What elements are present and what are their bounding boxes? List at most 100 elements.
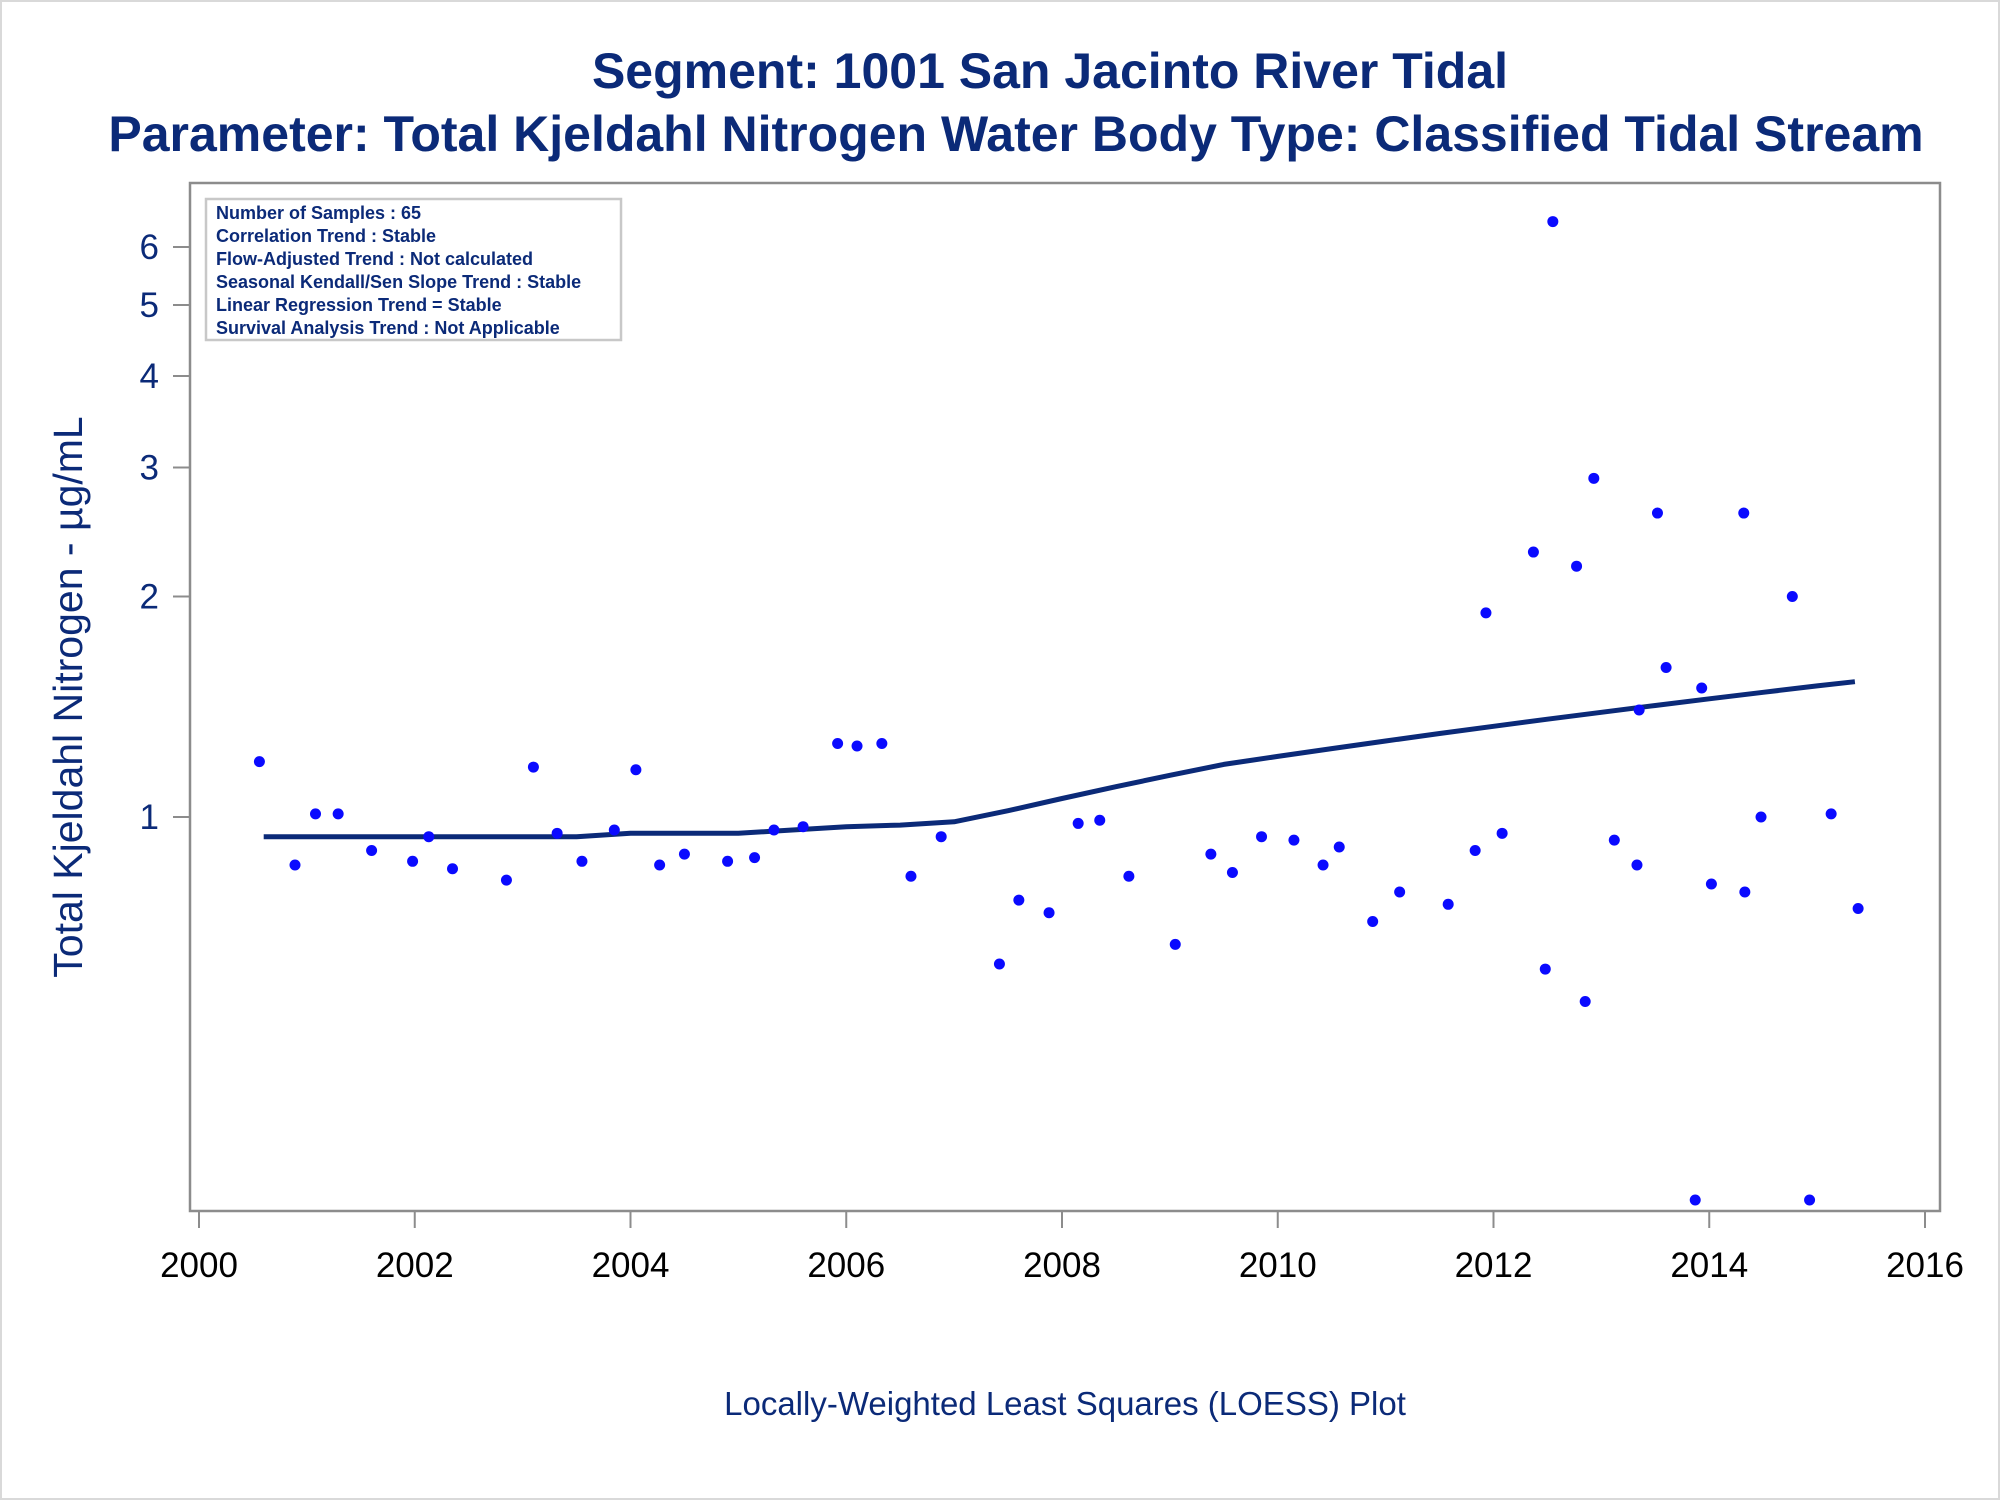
data-point [749, 852, 761, 864]
x-tick-label: 2014 [1670, 1246, 1748, 1285]
data-point [608, 824, 620, 836]
stats-box: Number of Samples : 65 Correlation Trend … [204, 197, 623, 342]
data-point [1496, 827, 1508, 839]
data-point [332, 808, 344, 820]
data-point [1469, 845, 1481, 857]
data-point [1169, 938, 1181, 950]
data-point [797, 821, 809, 833]
stats-line: Number of Samples : 65 [216, 203, 421, 223]
data-point [1367, 916, 1379, 928]
data-point [527, 761, 539, 773]
chart-subtitle: Parameter: Total Kjeldahl Nitrogen Water… [108, 106, 1923, 162]
data-point [1480, 607, 1492, 619]
y-tick-label: 2 [140, 578, 159, 617]
data-point [1738, 507, 1750, 519]
data-point [1804, 1194, 1816, 1206]
data-point [1755, 811, 1767, 823]
x-axis: 2000 2002 2004 2006 2008 2010 2012 2014 2016 [160, 1211, 1964, 1285]
data-point [423, 831, 435, 843]
y-axis-label: Total Kjeldahl Nitrogen - µg/mL [45, 416, 91, 977]
stats-line: Seasonal Kendall/Sen Slope Trend : Stabl… [216, 272, 581, 292]
data-point [1571, 560, 1583, 572]
data-point [1852, 903, 1864, 915]
data-point [289, 859, 301, 871]
data-point [1123, 870, 1135, 882]
y-tick-label: 3 [140, 449, 159, 488]
data-point [1205, 848, 1217, 860]
data-point [407, 855, 419, 867]
data-point [1333, 841, 1345, 853]
chart-title: Segment: 1001 San Jacinto River Tidal [592, 43, 1508, 99]
y-tick-label: 4 [140, 357, 159, 396]
data-point [851, 740, 863, 752]
data-point [576, 855, 588, 867]
data-point [1579, 995, 1591, 1007]
data-point [1072, 817, 1084, 829]
data-point [1226, 866, 1238, 878]
x-tick-label: 2002 [376, 1246, 454, 1285]
y-tick-label: 1 [140, 798, 159, 837]
data-point [1094, 814, 1106, 826]
x-tick-label: 2012 [1455, 1246, 1533, 1285]
data-point [310, 808, 322, 820]
y-tick-label: 6 [140, 228, 159, 267]
data-point [1689, 1194, 1701, 1206]
data-point [1608, 834, 1620, 846]
data-point [253, 756, 265, 768]
data-point [630, 764, 642, 776]
data-point [1442, 898, 1454, 910]
stats-line: Flow-Adjusted Trend : Not calculated [216, 249, 533, 269]
plot-footnote: Locally-Weighted Least Squares (LOESS) P… [724, 1385, 1406, 1422]
data-point [832, 737, 844, 749]
y-axis: 1 2 3 4 5 6 [140, 228, 190, 837]
data-point [551, 827, 563, 839]
x-tick-label: 2000 [160, 1246, 238, 1285]
stats-line: Correlation Trend : Stable [216, 226, 436, 246]
x-tick-label: 2016 [1886, 1246, 1964, 1285]
data-point [1651, 507, 1663, 519]
data-point [654, 859, 666, 871]
loess-line [263, 679, 1856, 840]
data-point [366, 845, 378, 857]
data-point [1394, 886, 1406, 898]
data-point [1633, 704, 1645, 716]
y-tick-label: 5 [140, 286, 159, 325]
data-point [935, 831, 947, 843]
data-point [1705, 878, 1717, 890]
data-point [722, 855, 734, 867]
data-point [1539, 963, 1551, 975]
stats-line: Linear Regression Trend = Stable [216, 295, 502, 315]
data-point [1825, 808, 1837, 820]
data-point [1547, 216, 1559, 228]
data-point [1786, 591, 1798, 603]
data-point [1013, 894, 1025, 906]
loess-layer [263, 679, 1856, 840]
data-point [1696, 682, 1708, 694]
plot-area [188, 181, 1942, 1213]
stats-line: Survival Analysis Trend : Not Applicable [216, 318, 560, 338]
data-point [678, 848, 690, 860]
data-point [1288, 834, 1300, 846]
data-point [1631, 859, 1643, 871]
x-tick-label: 2004 [592, 1246, 670, 1285]
data-point [1317, 859, 1329, 871]
x-tick-label: 2006 [807, 1246, 885, 1285]
x-tick-label: 2010 [1239, 1246, 1317, 1285]
points-layer [253, 216, 1864, 1206]
data-point [1527, 546, 1539, 558]
data-point [876, 737, 888, 749]
data-point [1256, 831, 1268, 843]
data-point [500, 874, 512, 886]
data-point [993, 958, 1005, 970]
data-point [1043, 907, 1055, 919]
x-tick-label: 2008 [1023, 1246, 1101, 1285]
data-point [768, 824, 780, 836]
data-point [905, 870, 917, 882]
data-point [1660, 661, 1672, 673]
data-point [1739, 886, 1751, 898]
data-point [447, 863, 459, 875]
stats-box-border [204, 197, 623, 342]
data-point [1588, 472, 1600, 484]
